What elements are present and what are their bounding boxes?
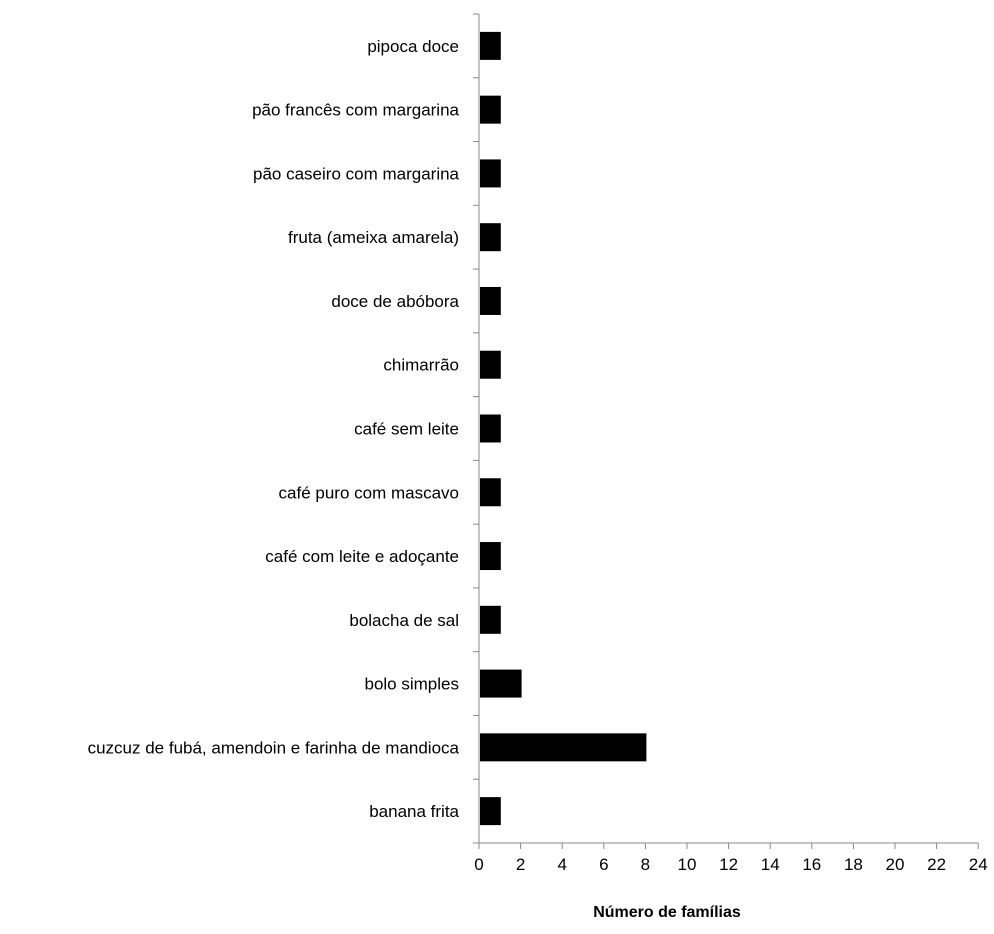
category-label: pão caseiro com margarina: [253, 164, 460, 183]
x-tick-label: 10: [678, 855, 697, 874]
category-label: doce de abóbora: [331, 292, 459, 311]
x-tick-label: 24: [969, 855, 988, 874]
x-tick-label: 16: [802, 855, 821, 874]
bar: [480, 733, 647, 762]
category-label: bolo simples: [365, 675, 460, 694]
x-tick-label: 20: [886, 855, 905, 874]
bar: [480, 159, 501, 188]
axes: [473, 13, 979, 849]
category-label: pipoca doce: [367, 37, 459, 56]
x-axis-label: Número de famílias: [593, 904, 741, 921]
x-tick-labels: 0 2 4 6 8 10 12 14 16 18 20 22 24: [474, 855, 987, 874]
category-label: chimarrão: [383, 356, 459, 375]
x-tick-label: 8: [641, 855, 650, 874]
bars: [480, 31, 647, 826]
bar: [480, 95, 501, 124]
category-label: café sem leite: [354, 420, 459, 439]
x-tick-label: 6: [599, 855, 608, 874]
x-tick-label: 0: [474, 855, 483, 874]
bar: [480, 414, 501, 443]
x-tick-label: 4: [557, 855, 566, 874]
category-label: banana frita: [369, 802, 459, 821]
bar: [480, 286, 501, 315]
category-label: fruta (ameixa amarela): [288, 228, 459, 247]
bar: [480, 797, 501, 826]
category-label: pão francês com margarina: [252, 101, 459, 120]
x-tick-label: 14: [761, 855, 780, 874]
x-tick-label: 18: [844, 855, 863, 874]
x-tick-label: 2: [516, 855, 525, 874]
x-tick-label: 22: [927, 855, 946, 874]
category-labels: pipoca doce pão francês com margarina pão …: [88, 37, 460, 821]
category-label: bolacha de sal: [349, 611, 459, 630]
bar: [480, 669, 522, 698]
x-tick-label: 12: [719, 855, 738, 874]
bar: [480, 605, 501, 634]
bar: [480, 223, 501, 252]
category-label: café puro com mascavo: [279, 483, 459, 502]
bar: [480, 542, 501, 571]
category-label: café com leite e adoçante: [265, 547, 459, 566]
bar: [480, 478, 501, 507]
bar: [480, 350, 501, 379]
bar: [480, 31, 501, 60]
category-label: cuzcuz de fubá, amendoin e farinha de ma…: [88, 738, 460, 757]
